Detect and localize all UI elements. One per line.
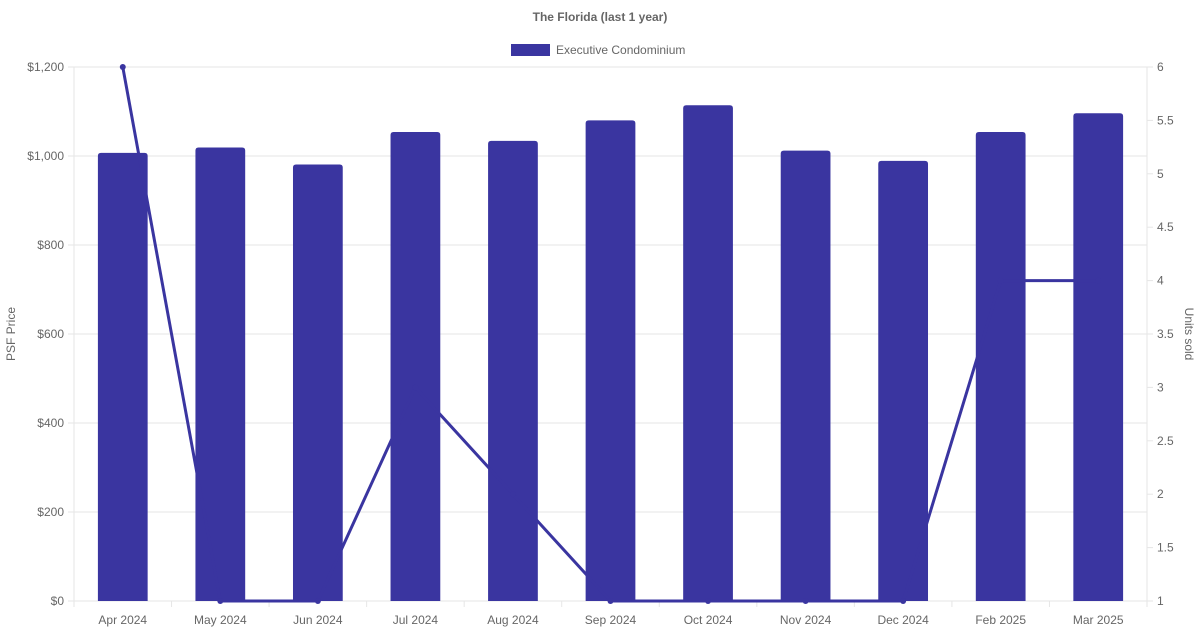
bar[interactable] xyxy=(195,147,246,602)
bar[interactable] xyxy=(585,120,636,602)
bar[interactable] xyxy=(975,131,1026,601)
y-left-tick-label: $800 xyxy=(37,238,64,252)
bar[interactable] xyxy=(878,160,929,601)
y-left-tick-label: $0 xyxy=(51,594,65,608)
x-tick-label: Jun 2024 xyxy=(293,613,343,627)
line-point[interactable] xyxy=(997,277,1004,284)
x-tick-label: May 2024 xyxy=(194,613,247,627)
bar[interactable] xyxy=(97,152,148,601)
line-point[interactable] xyxy=(314,598,321,604)
bar[interactable] xyxy=(683,105,733,602)
line-point[interactable] xyxy=(802,598,809,604)
line-point[interactable] xyxy=(607,598,614,604)
bar[interactable] xyxy=(1073,113,1124,601)
x-tick-label: Mar 2025 xyxy=(1073,613,1124,627)
x-tick-label: Aug 2024 xyxy=(487,613,539,627)
x-tick-label: Jul 2024 xyxy=(393,613,439,627)
x-tick-label: Oct 2024 xyxy=(684,613,733,627)
y-right-tick-label: 1 xyxy=(1157,594,1164,608)
y-right-tick-label: 1.5 xyxy=(1157,541,1174,555)
legend-swatch-executive-condominium[interactable] xyxy=(511,44,550,56)
y-right-tick-label: 3.5 xyxy=(1157,327,1174,341)
y-axis-right-title: Units sold xyxy=(1182,308,1196,361)
y-left-tick-label: $1,000 xyxy=(27,149,64,163)
y-right-tick-label: 4.5 xyxy=(1157,220,1174,234)
x-tick-label: Apr 2024 xyxy=(98,613,147,627)
legend[interactable]: Executive Condominium xyxy=(511,43,685,57)
line-point[interactable] xyxy=(412,384,419,391)
y-right-tick-label: 2 xyxy=(1157,487,1164,501)
legend-label-executive-condominium[interactable]: Executive Condominium xyxy=(556,43,685,57)
line-series xyxy=(119,64,1102,604)
line-point[interactable] xyxy=(509,491,516,498)
line-point[interactable] xyxy=(217,598,224,604)
y-left-tick-label: $200 xyxy=(37,505,64,519)
x-tick-label: Sep 2024 xyxy=(585,613,637,627)
line-point[interactable] xyxy=(1095,277,1102,284)
x-tick-label: Dec 2024 xyxy=(877,613,929,627)
line-point[interactable] xyxy=(705,598,712,604)
bar[interactable] xyxy=(780,150,831,601)
y-axis-left-ticks: $0 $200 $400 $600 $800 $1,000 $1,200 xyxy=(27,60,64,608)
y-right-tick-label: 5.5 xyxy=(1157,113,1174,127)
y-left-tick-label: $400 xyxy=(37,416,64,430)
bar[interactable] xyxy=(390,131,441,601)
y-right-tick-label: 6 xyxy=(1157,60,1164,74)
y-right-tick-label: 3 xyxy=(1157,380,1164,394)
y-right-tick-label: 5 xyxy=(1157,167,1164,181)
line-point[interactable] xyxy=(119,64,126,70)
chart-title: The Florida (last 1 year) xyxy=(533,10,668,24)
x-tick-label: Nov 2024 xyxy=(780,613,832,627)
y-axis-left-title: PSF Price xyxy=(4,307,18,361)
y-left-tick-label: $1,200 xyxy=(27,60,64,74)
line-point[interactable] xyxy=(900,598,907,604)
y-right-tick-label: 4 xyxy=(1157,274,1164,288)
bar[interactable] xyxy=(292,164,343,601)
x-axis-ticks: Apr 2024 May 2024 Jun 2024 Jul 2024 Aug 2024… xyxy=(98,613,1123,627)
bar-series xyxy=(97,105,1124,602)
y-axis-right-ticks: 1 1.5 2 2.5 3 3.5 4 4.5 5 5.5 6 xyxy=(1157,60,1174,608)
bar[interactable] xyxy=(488,140,538,601)
y-right-tick-label: 2.5 xyxy=(1157,434,1174,448)
y-left-tick-label: $600 xyxy=(37,327,64,341)
x-tick-label: Feb 2025 xyxy=(975,613,1026,627)
